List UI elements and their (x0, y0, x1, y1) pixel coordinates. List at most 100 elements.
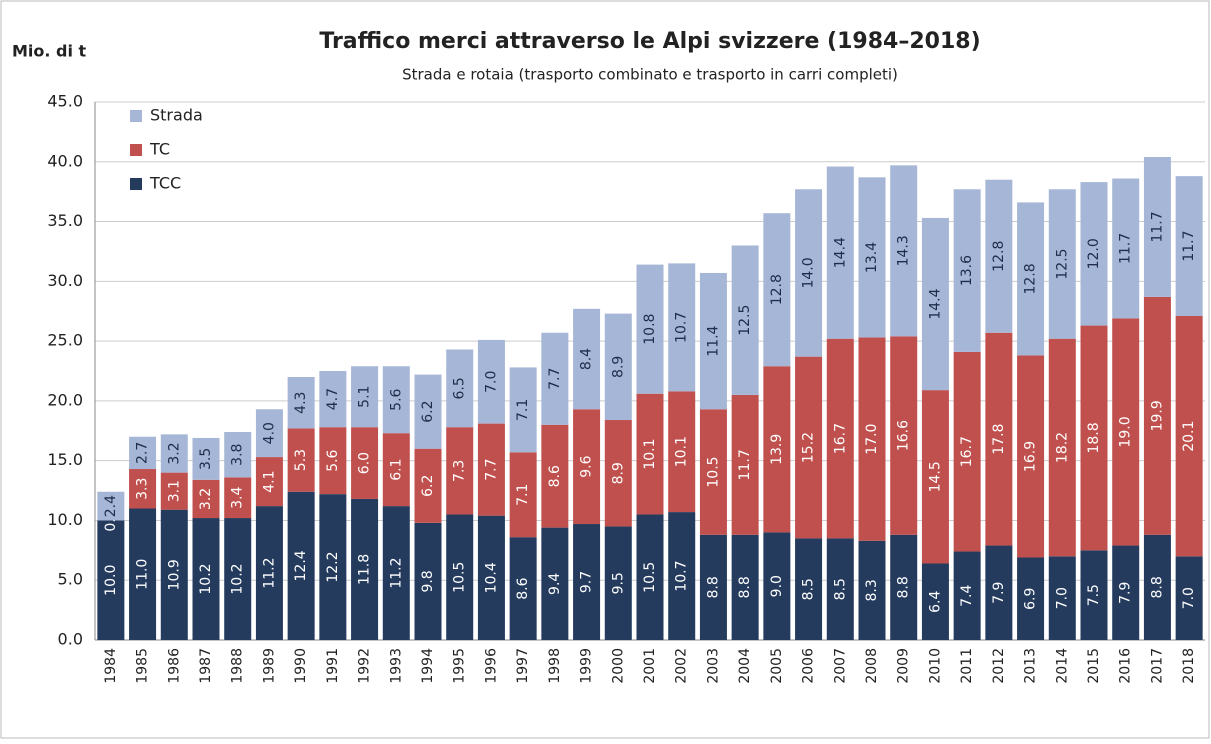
data-label: 4.7 (325, 388, 341, 410)
bar-segment (826, 338, 854, 539)
bar-segment (1143, 534, 1171, 640)
data-label: 14.4 (832, 237, 848, 268)
y-tick-label: 45.0 (47, 92, 83, 111)
bar-segment (573, 524, 601, 640)
x-tick-label: 1997 (515, 648, 531, 684)
data-label: 11.2 (261, 557, 277, 588)
y-tick-label: 10.0 (47, 510, 83, 529)
data-label: 3.3 (135, 478, 151, 500)
x-tick-label: 2002 (674, 648, 690, 684)
x-tick-label: 2000 (610, 648, 626, 684)
data-label: 12.8 (1023, 263, 1039, 294)
bar-segment (351, 427, 379, 499)
bar-segment (1080, 550, 1108, 640)
data-label: 15.2 (801, 432, 817, 463)
bar-segment (573, 308, 601, 410)
data-label: 8.8 (1149, 576, 1165, 598)
bar-segment (668, 263, 696, 392)
data-label: 14.0 (801, 257, 817, 288)
chart-title: Traffico merci attraverso le Alpi svizze… (319, 29, 980, 54)
data-label: 4.1 (261, 470, 277, 492)
bar-segment (636, 393, 664, 515)
bar-segment (287, 376, 315, 429)
data-label: 11.7 (1181, 230, 1197, 261)
x-tick-label: 1984 (103, 648, 119, 684)
data-label: 7.9 (1118, 582, 1134, 604)
data-label: 3.4 (230, 487, 246, 509)
data-label: 6.5 (452, 377, 468, 399)
data-label: 4.3 (293, 392, 309, 414)
data-label: 10.5 (705, 456, 721, 487)
bar-segment (1048, 556, 1076, 640)
data-label: 19.9 (1149, 400, 1165, 431)
bar-segment (160, 509, 188, 640)
x-tick-label: 2007 (832, 648, 848, 684)
x-tick-label: 2014 (1054, 648, 1070, 684)
legend-swatch (130, 178, 142, 190)
bar-segment (763, 213, 791, 367)
data-label: 7.0 (483, 371, 499, 393)
bar-segment (509, 367, 537, 453)
data-label: 9.8 (420, 570, 436, 592)
bar-segment (446, 349, 474, 428)
data-label: 18.2 (1054, 432, 1070, 463)
bar-segment (319, 427, 347, 495)
bar-segment (921, 217, 949, 391)
bar-segment (541, 332, 569, 425)
bar-segment (604, 420, 632, 527)
data-label: 8.3 (864, 579, 880, 601)
bar-segment (826, 538, 854, 640)
bar-segment (477, 515, 505, 640)
x-tick-label: 2015 (1086, 648, 1102, 684)
data-label: 16.7 (832, 423, 848, 454)
bar-segment (636, 514, 664, 640)
bar-segment (382, 433, 410, 507)
x-tick-label: 2016 (1118, 648, 1134, 684)
x-tick-label: 2017 (1149, 648, 1165, 684)
bar-segment (1112, 545, 1140, 640)
x-tick-label: 2008 (864, 648, 880, 684)
bar-segment (1080, 325, 1108, 551)
data-label: 14.5 (927, 461, 943, 492)
bar-segment (1143, 156, 1171, 297)
y-tick-label: 20.0 (47, 390, 83, 409)
bar-segment (160, 472, 188, 510)
bar-segment (129, 508, 157, 640)
bar-segment (477, 423, 505, 516)
bar-segment (414, 374, 442, 449)
data-label: 7.0 (1181, 587, 1197, 609)
bar-segment (414, 522, 442, 640)
data-label: 9.4 (547, 573, 563, 595)
bar-segment (858, 177, 886, 338)
x-tick-label: 2001 (642, 648, 658, 684)
data-label: 11.8 (357, 554, 373, 585)
bar-segment (446, 514, 474, 640)
x-tick-label: 1986 (166, 648, 182, 684)
data-label: 8.9 (610, 356, 626, 378)
bar-segment (255, 457, 283, 507)
x-tick-label: 1990 (293, 648, 309, 684)
bar-segment (699, 409, 727, 535)
x-tick-label: 1999 (579, 648, 595, 684)
bar-segment (319, 494, 347, 640)
bar-segment (795, 538, 823, 640)
bar-segment (255, 409, 283, 458)
data-label: 11.7 (1118, 233, 1134, 264)
x-tick-label: 1993 (388, 648, 404, 684)
bar-segment (351, 498, 379, 640)
bar-segment (763, 366, 791, 533)
data-label: 11.0 (135, 559, 151, 590)
data-label: 16.7 (959, 436, 975, 467)
x-tick-label: 1994 (420, 648, 436, 684)
data-label: 10.1 (642, 439, 658, 470)
data-label: 7.4 (959, 585, 975, 607)
bar-segment (255, 506, 283, 640)
data-label: 13.6 (959, 255, 975, 286)
bar-segment (541, 527, 569, 640)
bar-segment (573, 409, 601, 525)
legend-label: Strada (150, 106, 203, 125)
bar-segment (97, 491, 125, 521)
data-label: 13.4 (864, 242, 880, 273)
x-tick-label: 2005 (769, 648, 785, 684)
data-label: 17.8 (991, 424, 1007, 455)
